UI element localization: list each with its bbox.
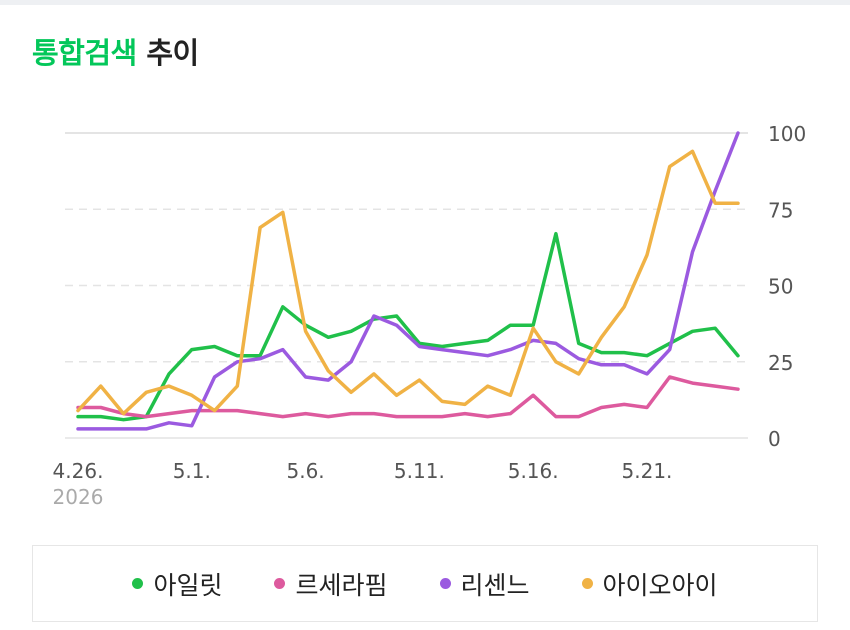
series-line-0 <box>76 231 740 422</box>
x-tick-label: 4.26. <box>53 459 104 483</box>
legend-label-resenne: 리센느 <box>460 570 530 600</box>
chart-title: 통합검색 추이 <box>32 30 199 72</box>
x-tick-label: 5.21. <box>622 459 673 483</box>
legend-label-ilit: 아일릿 <box>153 570 223 600</box>
series-line-2 <box>76 131 740 431</box>
legend-dot-resenne <box>439 578 451 589</box>
series-line-1 <box>76 375 740 419</box>
y-tick-label-25: 25 <box>768 351 793 375</box>
x-tick-year-label: 2026 <box>53 485 104 509</box>
legend-dot-ilit <box>132 578 144 589</box>
y-tick-label-50: 50 <box>768 275 793 299</box>
top-strip <box>0 0 850 5</box>
y-tick-label-100: 100 <box>768 122 806 146</box>
x-tick-label: 5.16. <box>508 459 559 483</box>
legend-dot-lesserafim <box>274 578 286 589</box>
legend-label-lesserafim: 르세라핌 <box>295 570 388 600</box>
y-tick-label-0: 0 <box>768 427 781 451</box>
x-tick-label: 5.1. <box>173 459 211 483</box>
legend-label-ioi: 아이오아이 <box>602 570 718 600</box>
legend-item-ilit[interactable]: 아일릿 <box>132 566 222 602</box>
title-accent: 통합검색 <box>32 36 137 70</box>
legend-dot-ioi <box>581 578 593 589</box>
legend-item-resenne[interactable]: 리센느 <box>439 566 530 602</box>
y-tick-label-75: 75 <box>768 198 793 222</box>
title-rest: 추이 <box>146 36 199 70</box>
chart-legend: 아일릿 르세라핌 리센느 아이오아이 <box>32 545 818 622</box>
legend-item-lesserafim[interactable]: 르세라핌 <box>274 566 388 602</box>
series-line-3 <box>76 149 740 416</box>
x-tick-label: 5.11. <box>394 459 445 483</box>
line-chart: 0 25 50 75 100 4.26.2026 5.1. 5.6. 5.11. 5.16. 5.2… <box>53 122 807 509</box>
legend-item-ioi[interactable]: 아이오아이 <box>581 566 718 602</box>
x-tick-label: 5.6. <box>287 459 325 483</box>
